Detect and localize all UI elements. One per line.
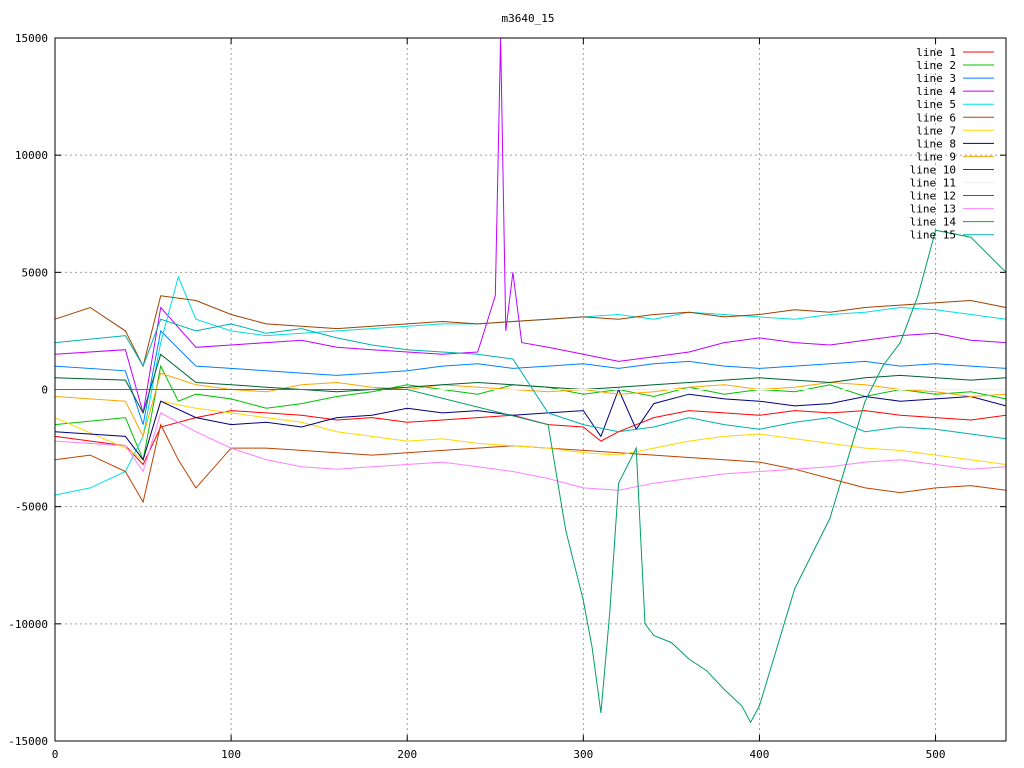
x-tick-label: 200 <box>397 748 417 761</box>
series-line-8 <box>54 388 1007 461</box>
x-tick-label: 500 <box>926 748 946 761</box>
y-tick-label: 5000 <box>22 266 49 279</box>
series-line-12 <box>54 295 1007 368</box>
series-line-15 <box>54 318 1007 440</box>
series-line-4 <box>54 37 1007 414</box>
x-tick-label: 400 <box>750 748 770 761</box>
legend-label: line 10 <box>910 163 956 176</box>
series-line-3 <box>54 329 1007 425</box>
legend-label: line 14 <box>910 216 957 229</box>
axis-layer: 0 100 200 300 400 500 -15000 -10000 -5000 0 5000 10… <box>8 32 1006 761</box>
x-tick-label: 0 <box>52 748 59 761</box>
y-tick-label: 15000 <box>15 32 48 45</box>
series-line-14 <box>55 229 1007 724</box>
legend-label: line 5 <box>916 98 956 111</box>
legend-label: line 15 <box>910 229 956 242</box>
series-line-6 <box>54 423 1007 504</box>
chart-title: m3640_15 <box>502 12 555 25</box>
legend-label: line 6 <box>916 111 956 124</box>
x-tick-label: 300 <box>573 748 593 761</box>
series-layer <box>54 37 1007 724</box>
series-line-7 <box>54 400 1007 465</box>
legend-label: line 4 <box>916 85 956 98</box>
y-tick-label: -5000 <box>15 501 48 514</box>
legend-label: line 12 <box>910 190 956 203</box>
legend-label: line 9 <box>916 150 956 163</box>
y-tick-label: -10000 <box>8 618 48 631</box>
legend-label: line 3 <box>916 72 956 85</box>
legend-label: line 1 <box>916 46 956 59</box>
y-tick-label: 0 <box>41 384 48 397</box>
legend-label: line 11 <box>910 177 956 190</box>
x-tick-label: 100 <box>221 748 241 761</box>
series-line-13 <box>54 412 1007 491</box>
legend-label: line 7 <box>916 124 956 137</box>
series-line-9 <box>54 372 1007 438</box>
legend-label: line 2 <box>916 59 956 72</box>
legend-label: line 8 <box>916 137 956 150</box>
plot-frame <box>54 37 1007 742</box>
y-tick-label: -15000 <box>8 735 48 748</box>
y-tick-label: 10000 <box>15 149 48 162</box>
legend-label: line 13 <box>910 203 956 216</box>
